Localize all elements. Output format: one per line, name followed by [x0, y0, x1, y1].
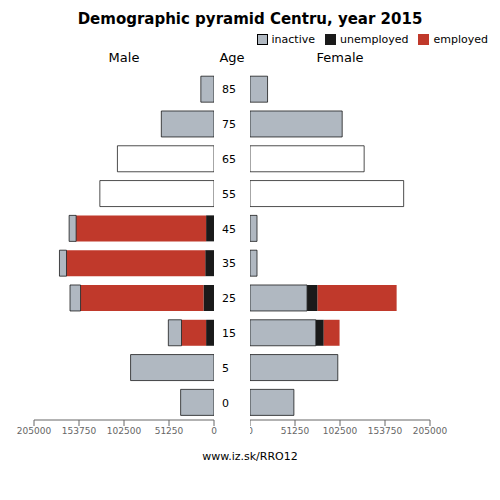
- svg-text:153750: 153750: [368, 426, 403, 436]
- svg-text:0: 0: [211, 426, 217, 436]
- svg-text:0: 0: [250, 426, 253, 436]
- svg-text:102500: 102500: [107, 426, 142, 436]
- svg-text:75: 75: [222, 118, 236, 131]
- svg-text:205000: 205000: [413, 426, 448, 436]
- html-text:Demographic pyramid Centru, ye: Demographic pyramid Centru, year 2015: [77, 10, 423, 28]
- html-text:Age: Age: [219, 50, 245, 65]
- html-text:Female: Female: [316, 50, 364, 65]
- svg-text:153750: 153750: [62, 426, 97, 436]
- html-text:unemployed: unemployed: [340, 32, 409, 46]
- svg-text:85: 85: [222, 83, 236, 96]
- svg-text:35: 35: [222, 257, 236, 270]
- svg-text:205000: 205000: [17, 426, 52, 436]
- svg-text:55: 55: [222, 188, 236, 201]
- svg-text:0: 0: [222, 397, 229, 410]
- svg-text:45: 45: [222, 223, 236, 236]
- svg-text:5: 5: [222, 362, 229, 375]
- html-text:employed: employed: [433, 32, 488, 46]
- svg-text:25: 25: [222, 292, 236, 305]
- svg-text:51250: 51250: [281, 426, 310, 436]
- svg-text:51250: 51250: [155, 426, 184, 436]
- html-text:inactive: inactive: [271, 32, 315, 46]
- html-text:www.iz.sk/RRO12: www.iz.sk/RRO12: [202, 450, 298, 463]
- svg-text:65: 65: [222, 153, 236, 166]
- svg-text:102500: 102500: [323, 426, 358, 436]
- svg-text:15: 15: [222, 327, 236, 340]
- html-text:Male: Male: [108, 50, 140, 65]
